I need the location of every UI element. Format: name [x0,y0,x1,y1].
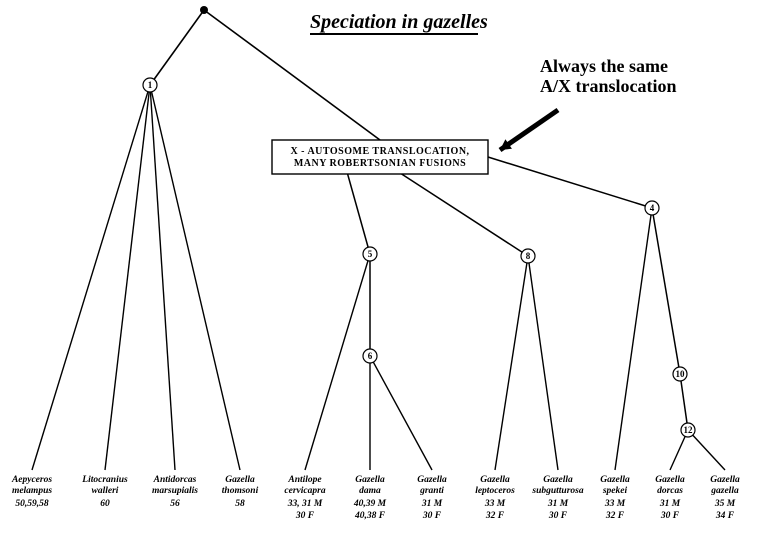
species-name: Antidorcas [153,475,197,485]
species-count: 32 F [605,511,625,521]
species-name: subgutturosa [531,486,583,496]
annotation-line1: Always the same [540,56,668,76]
species-name: Gazella [225,475,255,485]
species-count: 31 M [659,499,681,509]
phylogeny-diagram: Speciation in gazelles Always the sameA/X… [0,0,763,540]
species-name: Gazella [655,475,685,485]
species-count: 40,39 M [353,499,387,509]
species-name: Gazella [710,475,740,485]
species-count: 34 F [715,511,735,521]
species-name: leptoceros [475,486,515,496]
species-count: 50,59,58 [15,499,49,509]
species-name: Gazella [600,475,630,485]
species-name: Antilope [287,475,322,485]
species-name: Gazella [417,475,447,485]
root-node [200,6,208,14]
node-label: 8 [526,251,531,261]
species-name: Gazella [543,475,573,485]
species-name: Aepyceros [11,475,52,485]
node-label: 12 [684,425,694,435]
species-count: 60 [100,499,110,509]
node-label: 6 [368,351,373,361]
box-line1: X - AUTOSOME TRANSLOCATION, [290,146,469,157]
species-count: 56 [170,499,180,509]
species-name: walleri [92,486,119,496]
node-label: 1 [148,80,153,90]
species-name: cervicapra [284,486,325,496]
species-name: dama [359,486,381,496]
species-name: thomsoni [222,486,259,496]
box-line2: MANY ROBERTSONIAN FUSIONS [294,158,466,169]
node-label: 5 [368,249,373,259]
species-name: granti [419,486,444,496]
species-name: spekei [602,486,628,496]
species-name: Litocranius [81,475,128,485]
species-count: 30 F [660,511,680,521]
page-title: Speciation in gazelles [310,11,488,33]
species-count: 58 [235,499,245,509]
species-count: 33 M [484,499,506,509]
species-count: 33, 31 M [287,499,323,509]
species-name: marsupialis [152,486,198,496]
species-name: Gazella [480,475,510,485]
species-count: 35 M [714,499,736,509]
species-count: 30 F [422,511,442,521]
species-count: 30 F [295,511,315,521]
species-name: gazella [710,486,739,496]
species-count: 40,38 F [354,511,386,521]
species-name: Gazella [355,475,385,485]
species-count: 30 F [548,511,568,521]
species-count: 32 F [485,511,505,521]
species-count: 31 M [547,499,569,509]
node-label: 4 [650,203,655,213]
node-label: 10 [676,369,686,379]
species-name: melampus [12,486,52,496]
annotation-line2: A/X translocation [540,76,677,96]
species-count: 33 M [604,499,626,509]
species-count: 31 M [421,499,443,509]
species-name: dorcas [657,486,683,496]
